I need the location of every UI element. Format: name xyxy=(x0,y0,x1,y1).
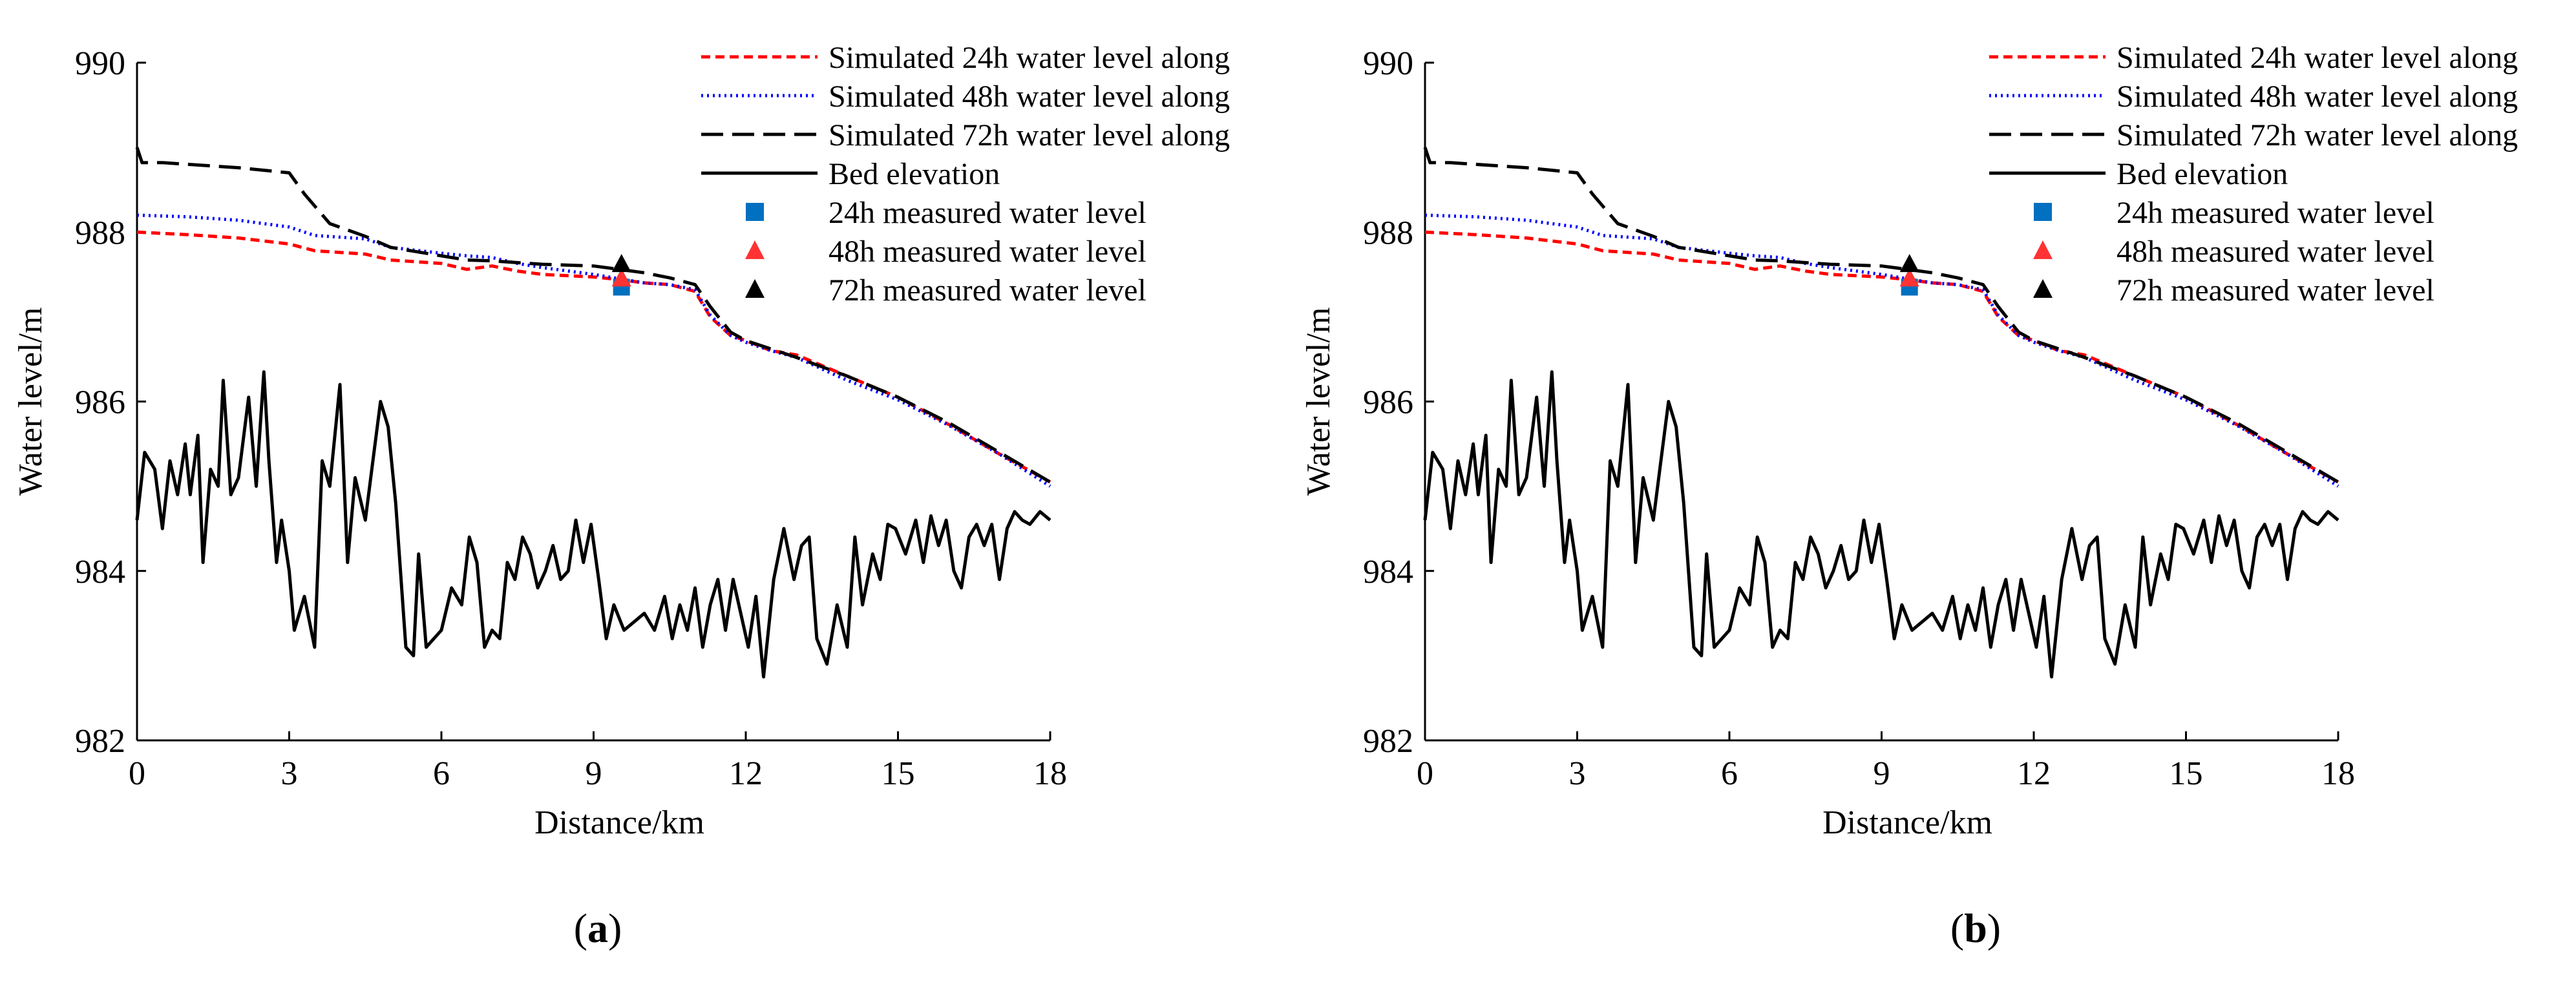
legend-label: Simulated 72h water level along xyxy=(2117,118,2518,152)
x-tick-label: 6 xyxy=(433,755,450,792)
x-tick-label: 18 xyxy=(2321,755,2355,792)
measured-point-1 xyxy=(611,268,631,287)
chart-panel-a: 982 984 986 988 990 0 3 6 9 12 15 18 Distance/km Wate… xyxy=(12,41,1230,841)
legend-label: 24h measured water level xyxy=(2117,196,2434,230)
x-tick-label: 6 xyxy=(1721,755,1738,792)
x-axis-title: Distance/km xyxy=(1822,804,1992,841)
legend-label: Simulated 48h water level along xyxy=(829,79,1230,114)
legend-marker-2 xyxy=(2033,279,2053,298)
legend-label: 72h measured water level xyxy=(2117,273,2434,308)
legend-label: 48h measured water level xyxy=(829,235,1146,269)
y-axis-title: Water level/m xyxy=(1300,308,1337,496)
y-tick-label: 986 xyxy=(1363,384,1413,421)
legend-marker-1 xyxy=(745,240,765,259)
x-tick-label: 15 xyxy=(2170,755,2203,792)
legend-marker-0 xyxy=(2034,203,2052,221)
y-tick-label: 988 xyxy=(1363,214,1413,251)
legend-marker-1 xyxy=(2033,240,2053,259)
measured-point-2 xyxy=(1899,254,1919,273)
series-line-0 xyxy=(1424,230,2339,484)
y-tick-label: 982 xyxy=(75,723,125,760)
legend-label: Simulated 24h water level along xyxy=(829,41,1230,75)
x-tick-label: 15 xyxy=(882,755,915,792)
legend-label: Simulated 48h water level along xyxy=(2117,79,2518,114)
legend-label: 72h measured water level xyxy=(829,273,1146,308)
measured-point-2 xyxy=(611,254,631,273)
panel-label-b: (b) xyxy=(1950,905,2001,951)
y-axis-title: Water level/m xyxy=(12,308,49,496)
x-tick-label: 0 xyxy=(1417,755,1433,792)
series-line-2 xyxy=(135,147,1051,484)
y-tick-label: 990 xyxy=(75,45,125,82)
legend-label: 48h measured water level xyxy=(2117,235,2434,269)
x-tick-label: 9 xyxy=(586,755,602,792)
series-line-3 xyxy=(1423,370,2339,679)
panel-label-a: (a) xyxy=(573,905,622,951)
x-tick-label: 9 xyxy=(1874,755,1890,792)
x-tick-label: 12 xyxy=(729,755,763,792)
y-tick-label: 984 xyxy=(75,554,125,590)
legend-label: Simulated 72h water level along xyxy=(829,118,1230,152)
legend-label: Simulated 24h water level along xyxy=(2117,41,2518,75)
legend-label: Bed elevation xyxy=(2117,157,2288,191)
x-tick-label: 18 xyxy=(1033,755,1067,792)
measured-point-1 xyxy=(1899,268,1919,287)
legend-marker-2 xyxy=(745,279,765,298)
y-tick-label: 986 xyxy=(75,384,125,421)
x-axis-title: Distance/km xyxy=(534,804,704,841)
legend-marker-0 xyxy=(746,203,764,221)
y-tick-label: 984 xyxy=(1363,554,1413,590)
chart-b: 982 984 986 988 990 0 3 6 9 12 15 18 Distance/km Wate… xyxy=(1300,41,2518,841)
x-tick-label: 0 xyxy=(129,755,145,792)
x-tick-label: 3 xyxy=(1569,755,1586,792)
y-tick-label: 988 xyxy=(75,214,125,251)
series-line-3 xyxy=(135,370,1051,679)
chart-a: 982 984 986 988 990 0 3 6 9 12 15 18 Distance/km Wate… xyxy=(12,41,1230,841)
chart-panel-b: 982 984 986 988 990 0 3 6 9 12 15 18 Distance/km Wate… xyxy=(1288,0,2576,982)
x-tick-label: 3 xyxy=(281,755,298,792)
y-tick-label: 982 xyxy=(1363,723,1413,760)
series-line-2 xyxy=(1423,147,2339,484)
legend-label: 24h measured water level xyxy=(829,196,1146,230)
y-tick-label: 990 xyxy=(1363,45,1413,82)
series-line-0 xyxy=(136,230,1051,484)
legend-label: Bed elevation xyxy=(829,157,1000,191)
x-tick-label: 12 xyxy=(2017,755,2051,792)
